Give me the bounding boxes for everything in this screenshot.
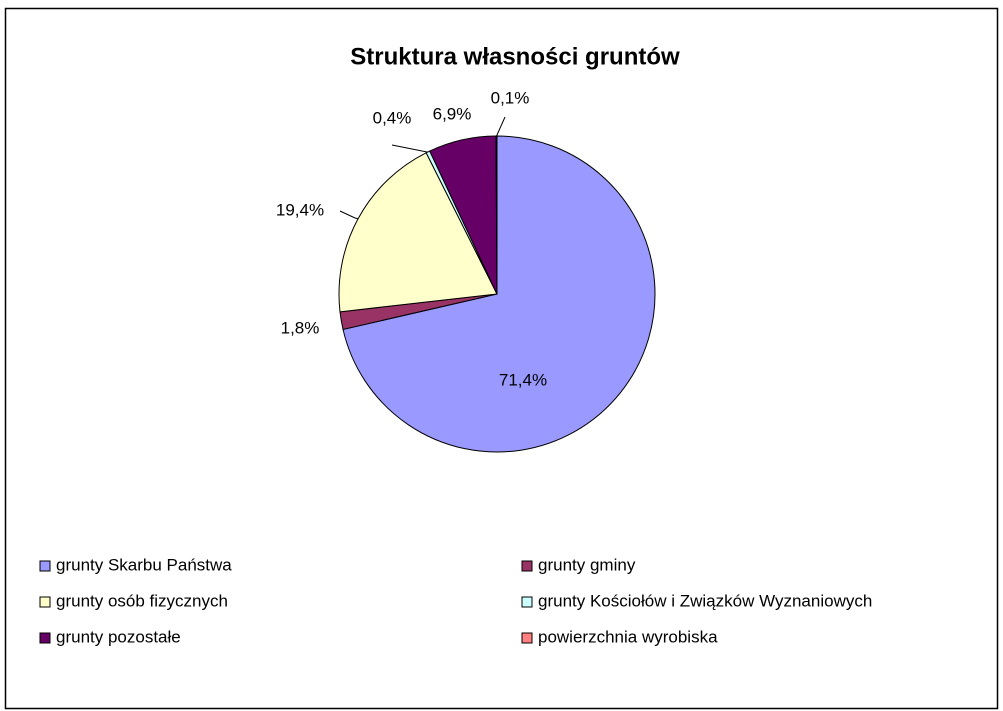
pie-slice — [342, 135, 656, 453]
legend-swatch — [39, 596, 51, 608]
legend-swatch — [39, 632, 51, 644]
data-label: 0,1% — [491, 88, 530, 107]
leader-line — [339, 210, 359, 220]
data-label: 6,9% — [433, 104, 472, 123]
leader-line — [391, 144, 428, 153]
leader-line — [496, 116, 506, 137]
data-label: 71,4% — [499, 370, 547, 389]
chart-title: Struktura własności gruntów — [350, 43, 680, 70]
legend-label: grunty Kościołów i Związków Wyznaniowych — [538, 591, 872, 610]
legend-label: grunty pozostałe — [56, 627, 181, 646]
legend-label: grunty Skarbu Państwa — [56, 555, 232, 574]
legend-swatch — [521, 632, 533, 644]
legend-swatch — [39, 560, 51, 572]
legend-swatch — [521, 560, 533, 572]
data-label: 0,4% — [373, 108, 412, 127]
legend-label: powierzchnia wyrobiska — [538, 627, 718, 646]
legend-swatch — [521, 596, 533, 608]
pie-slice — [338, 152, 498, 313]
legend-label: grunty gminy — [538, 555, 636, 574]
legend-label: grunty osób fizycznych — [56, 591, 228, 610]
data-label: 1,8% — [281, 318, 320, 337]
data-label: 19,4% — [276, 200, 324, 219]
